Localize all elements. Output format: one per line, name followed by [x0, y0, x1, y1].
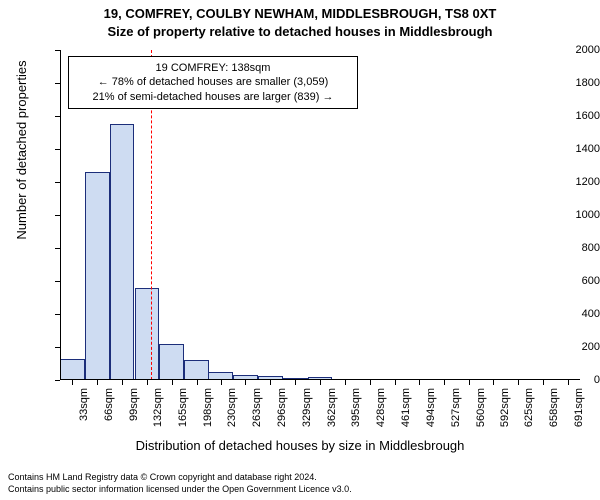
x-tick-label: 494sqm: [425, 388, 437, 438]
x-tick-label: 461sqm: [400, 388, 412, 438]
x-tick-mark: [245, 380, 246, 385]
annotation-line: 21% of semi-detached houses are larger (…: [73, 90, 353, 104]
x-tick-mark: [221, 380, 222, 385]
x-tick-mark: [295, 380, 296, 385]
x-tick-label: 428sqm: [375, 388, 387, 438]
x-tick-mark: [97, 380, 98, 385]
y-tick-label: 600: [548, 275, 600, 287]
x-tick-label: 560sqm: [475, 388, 487, 438]
x-tick-label: 165sqm: [177, 388, 189, 438]
x-tick-label: 99sqm: [128, 388, 140, 438]
x-tick-mark: [543, 380, 544, 385]
x-tick-label: 625sqm: [523, 388, 535, 438]
x-tick-label: 132sqm: [152, 388, 164, 438]
y-tick-mark: [55, 149, 60, 150]
histogram-bar: [110, 124, 135, 380]
x-tick-mark: [197, 380, 198, 385]
x-tick-label: 230sqm: [226, 388, 238, 438]
x-tick-mark: [469, 380, 470, 385]
x-tick-label: 33sqm: [78, 388, 90, 438]
histogram-bar: [60, 359, 85, 380]
y-tick-label: 2000: [548, 44, 600, 56]
y-tick-mark: [55, 83, 60, 84]
y-axis-label: Number of detached properties: [14, 0, 29, 315]
x-tick-label: 198sqm: [202, 388, 214, 438]
histogram-bar: [184, 360, 209, 380]
annotation-box: 19 COMFREY: 138sqm ← 78% of detached hou…: [68, 56, 358, 109]
y-tick-label: 1000: [548, 209, 600, 221]
x-axis-label: Distribution of detached houses by size …: [0, 438, 600, 453]
x-tick-mark: [345, 380, 346, 385]
chart-title-line1: 19, COMFREY, COULBY NEWHAM, MIDDLESBROUG…: [0, 6, 600, 21]
footer-line-2: Contains public sector information licen…: [8, 484, 352, 494]
x-tick-mark: [493, 380, 494, 385]
annotation-line: ← 78% of detached houses are smaller (3,…: [73, 75, 353, 89]
x-tick-mark: [172, 380, 173, 385]
x-tick-mark: [370, 380, 371, 385]
footer-line-1: Contains HM Land Registry data © Crown c…: [8, 472, 317, 482]
x-tick-label: 527sqm: [450, 388, 462, 438]
y-tick-label: 1400: [548, 143, 600, 155]
y-tick-mark: [55, 50, 60, 51]
histogram-bar: [159, 344, 184, 380]
y-tick-mark: [55, 347, 60, 348]
x-tick-label: 362sqm: [326, 388, 338, 438]
x-tick-mark: [395, 380, 396, 385]
y-tick-mark: [55, 182, 60, 183]
x-tick-mark: [320, 380, 321, 385]
x-tick-mark: [72, 380, 73, 385]
y-tick-mark: [55, 248, 60, 249]
x-tick-label: 329sqm: [301, 388, 313, 438]
x-tick-label: 592sqm: [499, 388, 511, 438]
chart-container: 19, COMFREY, COULBY NEWHAM, MIDDLESBROUG…: [0, 0, 600, 500]
x-tick-mark: [147, 380, 148, 385]
x-tick-label: 296sqm: [276, 388, 288, 438]
x-tick-label: 691sqm: [573, 388, 585, 438]
y-tick-label: 1800: [548, 77, 600, 89]
y-tick-label: 0: [548, 374, 600, 386]
y-tick-mark: [55, 116, 60, 117]
x-tick-mark: [419, 380, 420, 385]
y-tick-mark: [55, 215, 60, 216]
y-tick-mark: [55, 314, 60, 315]
histogram-bar: [85, 172, 110, 380]
x-tick-label: 66sqm: [103, 388, 115, 438]
x-tick-mark: [270, 380, 271, 385]
y-tick-mark: [55, 380, 60, 381]
y-tick-label: 800: [548, 242, 600, 254]
y-tick-label: 200: [548, 341, 600, 353]
histogram-bar: [135, 288, 160, 380]
x-tick-label: 263sqm: [251, 388, 263, 438]
x-tick-mark: [122, 380, 123, 385]
x-tick-mark: [568, 380, 569, 385]
x-tick-mark: [444, 380, 445, 385]
y-tick-label: 1200: [548, 176, 600, 188]
y-axis-line: [60, 50, 61, 380]
annotation-line: 19 COMFREY: 138sqm: [73, 61, 353, 75]
y-tick-label: 1600: [548, 110, 600, 122]
x-tick-label: 658sqm: [548, 388, 560, 438]
y-tick-mark: [55, 281, 60, 282]
chart-title-line2: Size of property relative to detached ho…: [0, 24, 600, 39]
y-tick-label: 400: [548, 308, 600, 320]
plot-area: 19 COMFREY: 138sqm ← 78% of detached hou…: [60, 50, 580, 380]
x-tick-mark: [518, 380, 519, 385]
x-tick-label: 395sqm: [350, 388, 362, 438]
